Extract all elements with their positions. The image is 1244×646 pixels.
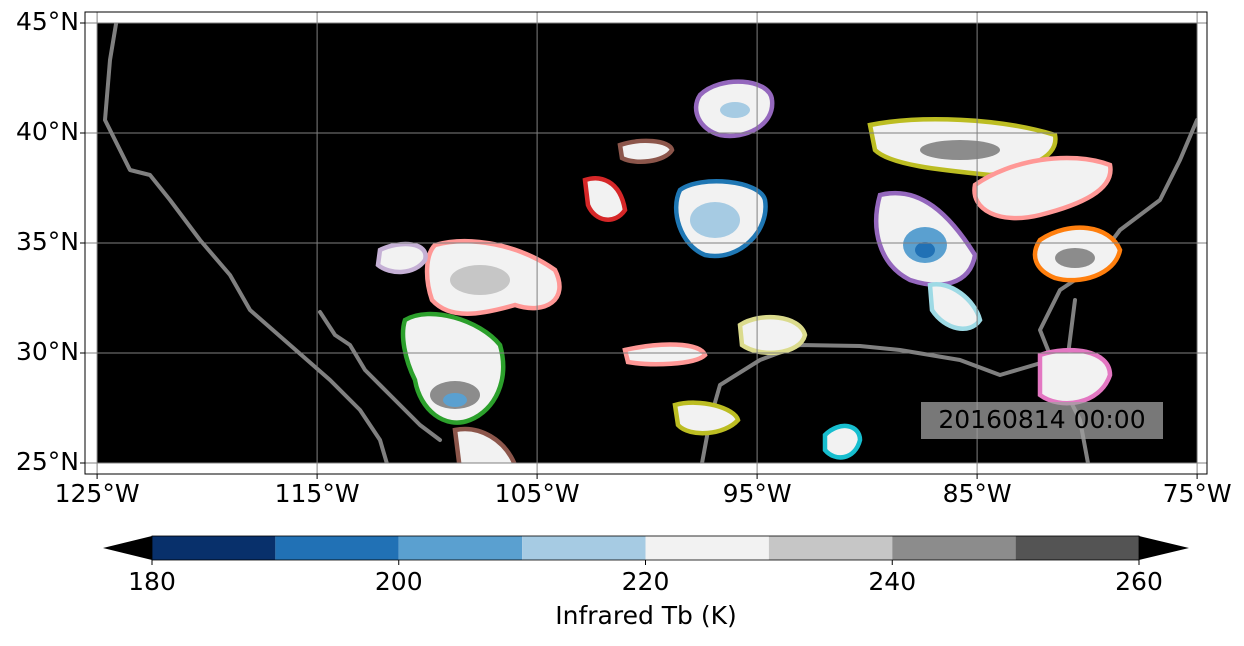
cloud-objects (103, 23, 1198, 463)
colorbar-tick-label: 200 (375, 567, 423, 596)
cloud-blobs (375, 79, 1123, 463)
graticule (85, 12, 1207, 474)
x-tick-label: 105°W (495, 479, 580, 508)
x-tick-label: 115°W (275, 479, 360, 508)
x-tick-label: 85°W (943, 479, 1012, 508)
colorbar-tick-label: 260 (1115, 567, 1163, 596)
colorbar-segment (768, 536, 893, 560)
y-tick-label: 25°N (16, 447, 79, 476)
colorbar-segment (645, 536, 769, 560)
colorbar-segment (892, 536, 1016, 560)
colorbar-segment (275, 536, 399, 560)
y-tick-label: 40°N (16, 117, 79, 146)
colorbar-tick-label: 240 (868, 567, 916, 596)
x-tick-label: 125°W (55, 479, 140, 508)
timestamp: 20160814 00:00 (938, 405, 1145, 434)
colorbar-extend-low (103, 536, 152, 560)
y-tick-label: 35°N (16, 227, 79, 256)
x-tick-label: 75°W (1163, 479, 1232, 508)
timestamp-box (921, 402, 1163, 439)
x-tick-label: 95°W (723, 479, 792, 508)
colorbar-segment (152, 536, 276, 560)
y-tick-label: 30°N (16, 337, 79, 366)
y-tick-label: 45°N (16, 7, 79, 36)
colorbar-segment (522, 536, 646, 560)
colorbar-extend-high (1139, 536, 1189, 560)
colorbar-tick-label: 180 (128, 567, 176, 596)
colorbar-segment (398, 536, 523, 560)
colorbar-tick-label: 220 (622, 567, 670, 596)
colorbar-segment (1015, 536, 1139, 560)
colorbar-label: Infrared Tb (K) (555, 601, 737, 630)
